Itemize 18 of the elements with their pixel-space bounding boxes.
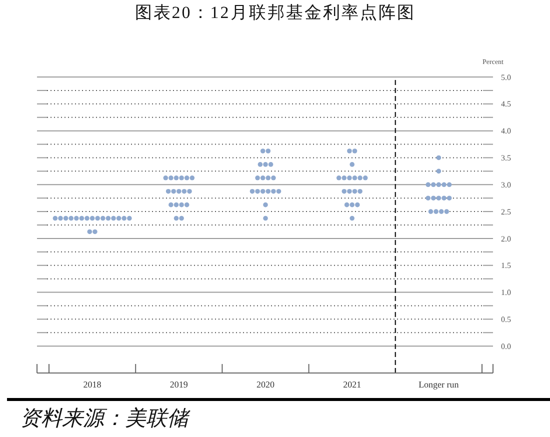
y-tick-label: 1.5: [501, 261, 511, 270]
y-tick-label: 3.0: [501, 180, 511, 190]
y-tick-label: 1.0: [501, 288, 511, 298]
y-tick-label: 2.0: [501, 234, 511, 244]
x-tick-label: Longer run: [418, 379, 460, 390]
x-tick-label: 2020: [256, 379, 275, 390]
chart-title: 图表20：12月联邦基金利率点阵图: [134, 2, 416, 24]
y-tick-label: 4.0: [501, 126, 511, 136]
y-tick-label: 2.5: [501, 207, 511, 216]
y-tick-label: 0.5: [501, 315, 511, 324]
y-tick-label: 5.0: [501, 72, 511, 82]
x-tick-label: 2018: [83, 379, 102, 390]
x-tick-label: 2021: [343, 379, 362, 390]
text: 资料来源：美联储: [20, 405, 188, 432]
y-tick-label: 0.0: [501, 342, 511, 351]
y-tick-label: 4.5: [501, 100, 511, 109]
y-tick-label: 3.5: [501, 154, 511, 163]
x-tick-label: 2019: [170, 379, 188, 390]
